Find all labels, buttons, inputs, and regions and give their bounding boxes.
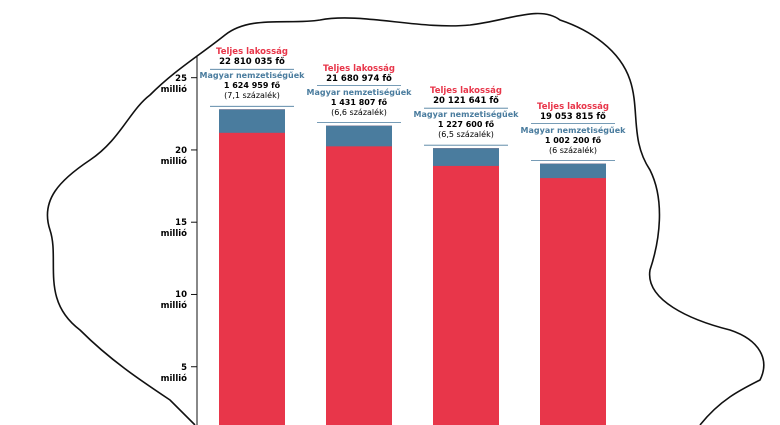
y-tick-label: 15 millió (160, 218, 187, 240)
hungarian-name: Magyar nemzetiségűek (520, 125, 626, 135)
hungarian-label: 1 227 600 fő (437, 120, 495, 130)
bar-total (219, 109, 285, 425)
y-tick-label: 25 millió (160, 73, 187, 95)
total-name: Teljes lakosság (537, 101, 609, 112)
hungarian-share: (6,6 százalék) (331, 107, 387, 117)
hungarian-name: Magyar nemzetiségűek (199, 71, 305, 81)
hungarian-label: 1 431 807 fő (330, 97, 388, 107)
total-name: Teljes lakosság (323, 63, 395, 74)
hungarian-label: 1 002 200 fő (544, 135, 602, 145)
bar-total (433, 148, 499, 425)
bar-hungarian (540, 163, 606, 179)
total-name: Teljes lakosság (430, 86, 502, 97)
bar-total (540, 163, 606, 425)
hungarian-share: (7,1 százalék) (224, 91, 280, 101)
total-label: 20 121 641 fő (433, 96, 499, 107)
bar-hungarian (219, 109, 285, 133)
y-tick-label: 10 millió (160, 290, 187, 312)
total-label: 21 680 974 fő (326, 73, 392, 84)
total-label: 22 810 035 fő (219, 57, 285, 68)
bar-hungarian (326, 125, 392, 147)
hungarian-share: (6,5 százalék) (438, 130, 494, 140)
hungarian-name: Magyar nemzetiségűek (413, 110, 519, 120)
y-tick-label: 20 millió (160, 145, 187, 167)
y-tick-label: 5 millió (160, 362, 187, 384)
bar-total (326, 125, 392, 425)
total-name: Teljes lakosság (216, 47, 288, 58)
map-outline (46, 12, 765, 425)
total-label: 19 053 815 fő (540, 111, 606, 122)
hungarian-label: 1 624 959 fő (223, 81, 281, 91)
hungarian-name: Magyar nemzetiségűek (306, 87, 412, 97)
bar-hungarian (433, 148, 499, 166)
hungarian-share: (6 százalék) (548, 145, 598, 155)
